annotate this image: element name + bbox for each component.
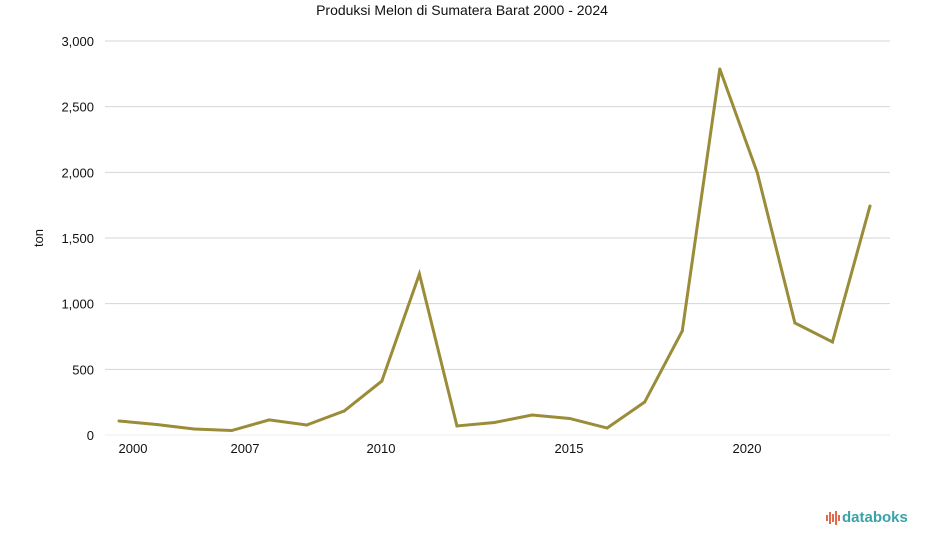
series-line [118,68,872,433]
data-point [718,67,722,71]
data-point [380,379,384,383]
y-tick-label: 1,500 [61,231,94,246]
y-tick-label: 1,000 [61,297,94,312]
databoks-logo: databoks [826,509,908,526]
data-point [755,171,759,175]
x-tick-label: 2010 [367,441,396,456]
x-tick-label: 2000 [119,441,148,456]
data-point [530,413,534,417]
data-point [868,204,872,208]
data-point [417,272,421,276]
y-tick-label: 3,000 [61,34,94,49]
y-tick-label: 500 [72,362,94,377]
data-point [117,419,121,423]
logo-text: databoks [842,509,908,526]
data-point [493,421,496,425]
data-point [680,329,684,333]
data-point [267,418,271,422]
data-point [230,429,234,433]
data-point [455,424,459,428]
y-axis-label: ton [31,229,46,247]
data-point [155,422,159,426]
chart-title: Produksi Melon di Sumatera Barat 2000 - … [316,2,608,18]
x-tick-label: 2015 [555,441,584,456]
y-tick-label: 2,500 [61,100,94,115]
logo-mark-icon [826,510,840,525]
data-point [342,409,346,413]
data-point [605,426,609,430]
y-tick-label: 0 [87,428,94,443]
data-point [305,423,309,427]
x-tick-label: 2020 [733,441,762,456]
data-point [830,340,834,344]
data-point [192,427,196,431]
data-point [643,400,647,404]
x-tick-label: 2007 [231,441,260,456]
data-point [793,321,797,325]
data-point [568,416,572,420]
y-tick-label: 2,000 [61,165,94,180]
